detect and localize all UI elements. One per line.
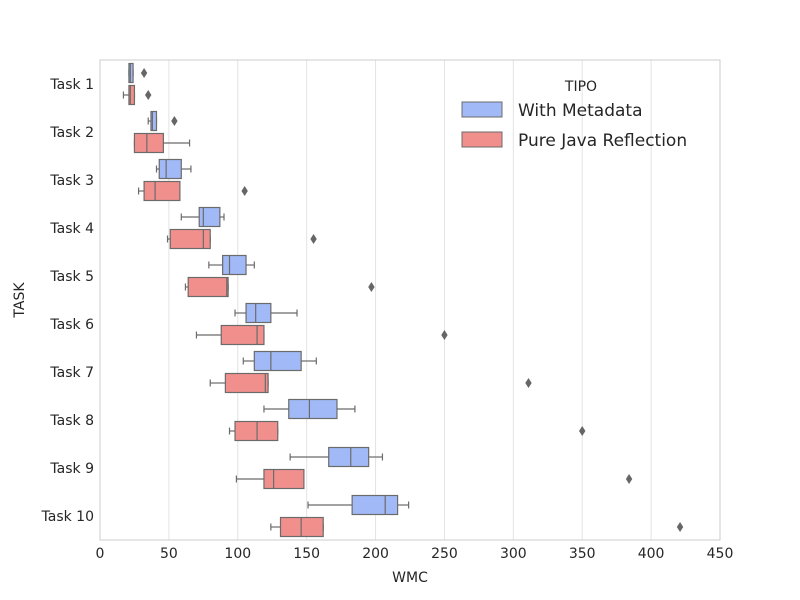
y-tick-label: Task 7 xyxy=(49,365,94,381)
box-metadata xyxy=(263,398,356,420)
legend-swatch xyxy=(461,131,503,148)
box-iqr xyxy=(198,206,221,228)
box-iqr xyxy=(288,398,338,420)
y-tick-label: Task 2 xyxy=(49,125,94,141)
outlier-point xyxy=(676,522,684,532)
legend-title: TIPO xyxy=(564,79,597,95)
outlier-point xyxy=(525,378,532,388)
box-iqr xyxy=(150,110,158,132)
box-reflection xyxy=(195,324,448,346)
legend-label: With Metadata xyxy=(518,101,643,121)
y-tick-label: Task 4 xyxy=(49,221,94,237)
outlier-point xyxy=(368,282,375,292)
y-tick-label: Task 10 xyxy=(41,509,94,525)
box-iqr xyxy=(253,350,302,372)
plot-frame xyxy=(99,59,721,541)
box-metadata xyxy=(234,302,298,324)
box-metadata xyxy=(180,206,225,228)
box-iqr xyxy=(143,180,181,202)
box-metadata xyxy=(147,110,178,132)
box-reflection xyxy=(184,276,375,298)
box-iqr xyxy=(234,420,279,442)
box-reflection xyxy=(270,516,684,538)
x-tick-label: 450 xyxy=(707,546,734,562)
box-metadata xyxy=(208,254,255,276)
box-iqr xyxy=(169,228,211,250)
x-tick-label: 50 xyxy=(160,546,178,562)
x-tick-label: 300 xyxy=(500,546,527,562)
box-metadata xyxy=(307,494,410,516)
y-tick-labels: Task 1 Task 2 Task 3 Task 4 Task 5 Task 6 Task… xyxy=(41,77,95,525)
y-axis-label: TASK xyxy=(12,282,28,319)
x-tick-label: 0 xyxy=(96,546,105,562)
box-reflection xyxy=(137,180,248,202)
legend-label: Pure Java Reflection xyxy=(518,131,687,151)
box-iqr xyxy=(128,62,134,84)
box-reflection xyxy=(228,420,586,442)
x-tick-label: 200 xyxy=(362,546,389,562)
box-metadata xyxy=(155,158,192,180)
outlier-point xyxy=(625,474,633,484)
box-reflection xyxy=(122,84,152,106)
outlier-point xyxy=(310,234,317,244)
box-group xyxy=(122,62,684,538)
box-iqr xyxy=(133,132,164,154)
y-tick-label: Task 9 xyxy=(49,461,94,477)
box-iqr xyxy=(222,254,247,276)
outlier-point xyxy=(140,68,148,78)
box-reflection xyxy=(133,132,191,154)
box-reflection xyxy=(235,468,633,490)
outlier-point xyxy=(241,186,248,196)
y-tick-label: Task 3 xyxy=(49,173,94,189)
x-tick-label: 250 xyxy=(431,546,458,562)
x-tick-label: 150 xyxy=(293,546,320,562)
box-reflection xyxy=(166,228,317,250)
x-tick-labels: 0 50 100 150 200 250 300 350 400 450 xyxy=(96,546,734,562)
box-iqr xyxy=(245,302,272,324)
box-metadata xyxy=(289,446,384,468)
box-iqr xyxy=(279,516,324,538)
x-axis-label: WMC xyxy=(392,570,428,586)
x-tick-label: 350 xyxy=(569,546,596,562)
y-tick-label: Task 1 xyxy=(49,77,94,93)
box-iqr xyxy=(351,494,399,516)
box-metadata xyxy=(128,62,148,84)
box-reflection xyxy=(209,372,532,394)
outlier-point xyxy=(441,330,448,340)
x-tick-label: 100 xyxy=(224,546,251,562)
legend-swatch xyxy=(461,101,503,118)
outlier-point xyxy=(579,426,586,436)
box-iqr xyxy=(263,468,305,490)
box-metadata xyxy=(242,350,317,372)
box-iqr xyxy=(158,158,182,180)
box-iqr xyxy=(187,276,229,298)
y-tick-label: Task 6 xyxy=(49,317,94,333)
box-iqr xyxy=(220,324,265,346)
x-tick-label: 400 xyxy=(638,546,665,562)
outlier-point xyxy=(171,116,178,126)
box-iqr xyxy=(328,446,370,468)
box-iqr xyxy=(224,372,269,394)
legend: TIPO With Metadata Pure Java Reflection xyxy=(461,79,687,151)
y-tick-label: Task 8 xyxy=(49,413,94,429)
outlier-point xyxy=(145,90,152,100)
box-iqr xyxy=(128,84,136,106)
y-tick-label: Task 5 xyxy=(49,269,94,285)
